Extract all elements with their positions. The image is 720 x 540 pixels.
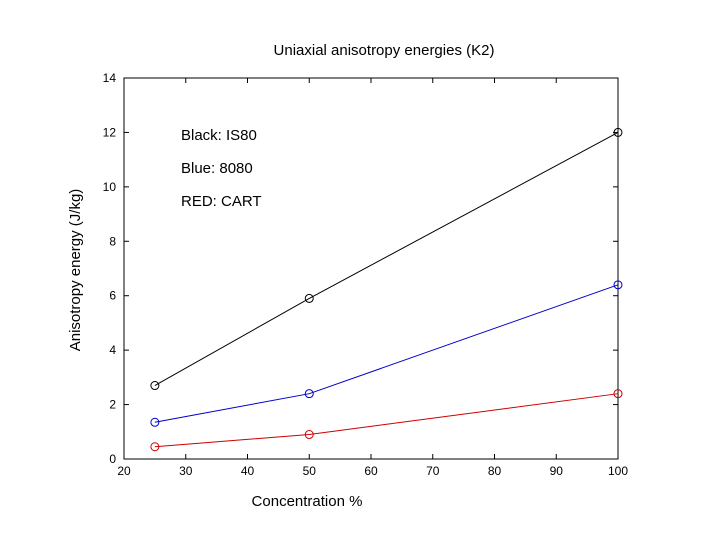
series-8080 <box>150 280 623 427</box>
data-point <box>613 127 623 137</box>
data-point <box>613 389 623 399</box>
series-line <box>154 131 619 386</box>
x-tick-label: 40 <box>241 464 255 478</box>
x-tick-label: 30 <box>179 464 193 478</box>
annotation-red: RED: CART <box>181 193 262 210</box>
y-tick-label: 2 <box>109 398 116 412</box>
annotation-black: Black: IS80 <box>181 127 257 144</box>
annotation-blue: Blue: 8080 <box>181 160 253 177</box>
y-tick-label: 0 <box>109 452 116 466</box>
data-point <box>150 417 160 427</box>
y-tick-label: 14 <box>103 71 117 85</box>
y-tick-label: 10 <box>103 180 117 194</box>
series-line <box>154 284 619 423</box>
plot-area <box>123 77 619 460</box>
series-line <box>154 393 619 448</box>
x-tick-label: 80 <box>488 464 502 478</box>
data-point <box>304 293 314 303</box>
x-tick-label: 70 <box>426 464 440 478</box>
x-tick-label: 50 <box>303 464 317 478</box>
series-layer <box>150 127 623 452</box>
y-axis-label: Anisotropy energy (J/kg) <box>67 189 84 352</box>
series-IS80 <box>150 127 623 391</box>
y-tick-label: 4 <box>109 343 116 357</box>
data-point <box>613 280 623 290</box>
series-CART <box>150 389 623 452</box>
data-point <box>150 442 160 452</box>
x-axis-label: Concentration % <box>252 493 363 510</box>
data-point <box>150 381 160 391</box>
chart-title: Uniaxial anisotropy energies (K2) <box>274 42 495 59</box>
x-tick-label: 20 <box>117 464 131 478</box>
x-tick-label: 90 <box>550 464 564 478</box>
y-tick-label: 12 <box>103 125 117 139</box>
axis-ticks: 20 30 40 50 60 70 80 90 100 0 2 4 6 8 10 12 14 <box>103 71 629 478</box>
data-point <box>304 389 314 399</box>
x-tick-label: 100 <box>608 464 628 478</box>
y-tick-label: 8 <box>109 234 116 248</box>
y-tick-label: 6 <box>109 289 116 303</box>
data-point <box>304 430 314 440</box>
x-tick-label: 60 <box>364 464 378 478</box>
